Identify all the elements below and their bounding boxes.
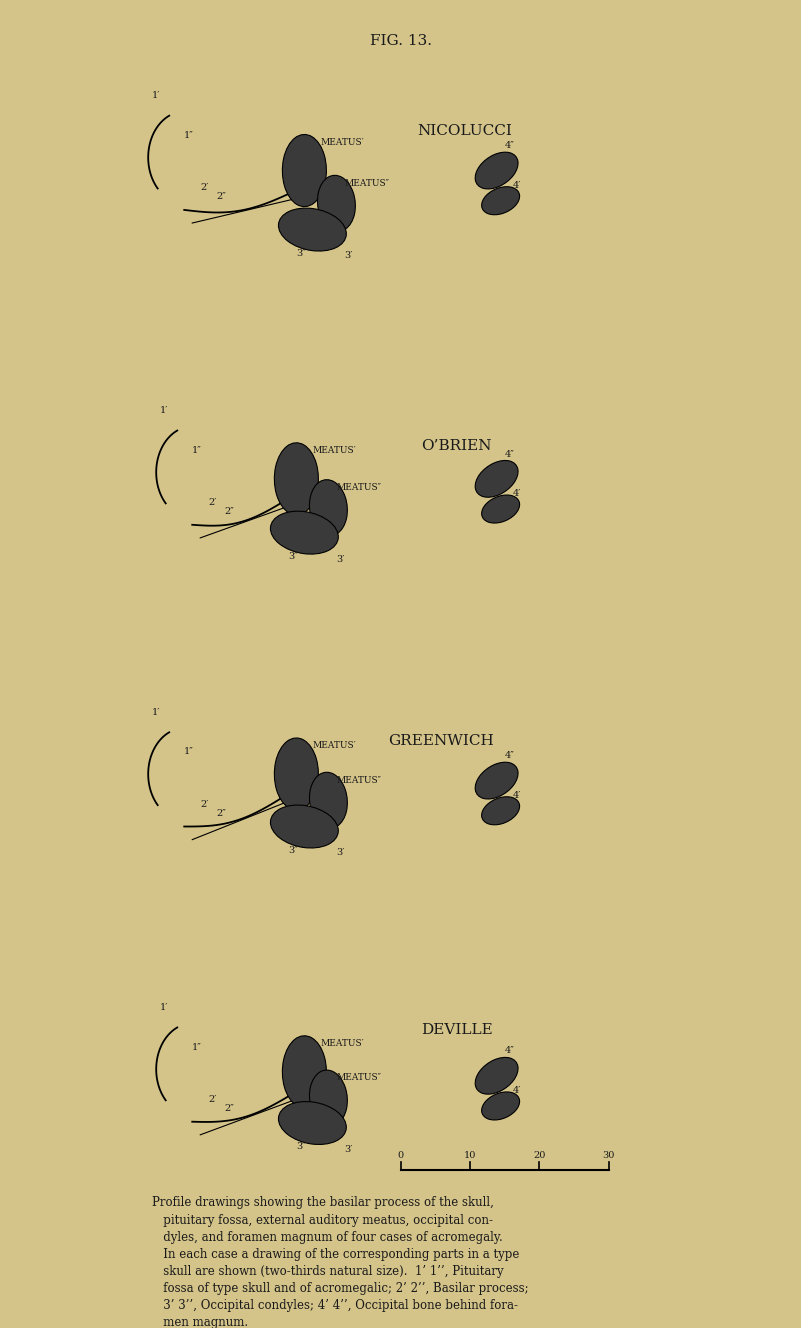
Text: 2′: 2′ bbox=[200, 183, 209, 193]
Text: 2″: 2″ bbox=[224, 1104, 234, 1113]
Text: 4″: 4″ bbox=[505, 141, 514, 150]
Text: 1′: 1′ bbox=[160, 406, 169, 416]
Text: MEATUS′: MEATUS′ bbox=[312, 741, 356, 750]
Text: 3’ 3’’, Occipital condyles; 4’ 4’’, Occipital bone behind fora-: 3’ 3’’, Occipital condyles; 4’ 4’’, Occi… bbox=[152, 1299, 518, 1312]
Ellipse shape bbox=[271, 805, 338, 849]
Text: fossa of type skull and of acromegalic; 2’ 2’’, Basilar process;: fossa of type skull and of acromegalic; … bbox=[152, 1282, 529, 1295]
Ellipse shape bbox=[481, 797, 520, 825]
Text: dyles, and foramen magnum of four cases of acromegaly.: dyles, and foramen magnum of four cases … bbox=[152, 1231, 503, 1243]
Text: 1′: 1′ bbox=[152, 708, 161, 717]
Text: 4′: 4′ bbox=[513, 181, 521, 190]
Text: MEATUS″: MEATUS″ bbox=[344, 178, 389, 187]
Text: Profile drawings showing the basilar process of the skull,: Profile drawings showing the basilar pro… bbox=[152, 1197, 494, 1210]
Text: MEATUS′: MEATUS′ bbox=[320, 138, 364, 147]
Text: 1″: 1″ bbox=[184, 748, 194, 757]
Ellipse shape bbox=[271, 511, 338, 554]
Ellipse shape bbox=[275, 738, 318, 810]
Ellipse shape bbox=[309, 1070, 348, 1126]
Text: 4″: 4″ bbox=[505, 450, 514, 458]
Ellipse shape bbox=[279, 208, 346, 251]
Ellipse shape bbox=[283, 1036, 326, 1108]
Text: 2″: 2″ bbox=[216, 193, 226, 202]
Text: 30: 30 bbox=[602, 1151, 615, 1159]
Text: 1″: 1″ bbox=[192, 446, 202, 454]
Text: 0: 0 bbox=[397, 1151, 404, 1159]
Text: 3″: 3″ bbox=[288, 552, 298, 560]
Text: 2′: 2′ bbox=[208, 1096, 217, 1104]
Text: 3′: 3′ bbox=[336, 555, 345, 563]
Text: MEATUS′: MEATUS′ bbox=[312, 446, 356, 456]
Text: pituitary fossa, external auditory meatus, occipital con-: pituitary fossa, external auditory meatu… bbox=[152, 1214, 493, 1227]
Text: 1″: 1″ bbox=[192, 1042, 202, 1052]
Text: FIG. 13.: FIG. 13. bbox=[369, 35, 432, 48]
Ellipse shape bbox=[283, 134, 326, 207]
Text: 2′: 2′ bbox=[200, 799, 209, 809]
Text: 3″: 3″ bbox=[296, 1142, 306, 1151]
Text: 1″: 1″ bbox=[184, 130, 194, 139]
Text: skull are shown (two-thirds natural size).  1’ 1’’, Pituitary: skull are shown (two-thirds natural size… bbox=[152, 1264, 504, 1278]
Text: 3″: 3″ bbox=[288, 846, 298, 855]
Text: men magnum.: men magnum. bbox=[152, 1316, 248, 1328]
Text: 10: 10 bbox=[464, 1151, 476, 1159]
Ellipse shape bbox=[475, 153, 518, 189]
Text: 1′: 1′ bbox=[152, 92, 161, 101]
Text: 2′: 2′ bbox=[208, 498, 217, 507]
Ellipse shape bbox=[475, 762, 518, 799]
Text: 2″: 2″ bbox=[216, 809, 226, 818]
Text: In each case a drawing of the corresponding parts in a type: In each case a drawing of the correspond… bbox=[152, 1247, 520, 1260]
Text: 4″: 4″ bbox=[505, 752, 514, 761]
Text: O’BRIEN: O’BRIEN bbox=[421, 440, 492, 453]
Text: 4′: 4′ bbox=[513, 790, 521, 799]
Ellipse shape bbox=[275, 442, 318, 515]
Text: MEATUS′: MEATUS′ bbox=[320, 1040, 364, 1048]
Text: 3″: 3″ bbox=[296, 248, 306, 258]
Ellipse shape bbox=[475, 461, 518, 497]
Text: 4′: 4′ bbox=[513, 489, 521, 498]
Ellipse shape bbox=[481, 1092, 520, 1120]
Text: NICOLUCCI: NICOLUCCI bbox=[417, 125, 512, 138]
Text: MEATUS″: MEATUS″ bbox=[336, 1073, 381, 1082]
Ellipse shape bbox=[481, 495, 520, 523]
Text: 20: 20 bbox=[533, 1151, 545, 1159]
Ellipse shape bbox=[309, 773, 348, 829]
Ellipse shape bbox=[481, 187, 520, 215]
Ellipse shape bbox=[279, 1101, 346, 1145]
Text: MEATUS″: MEATUS″ bbox=[336, 776, 381, 785]
Text: 3′: 3′ bbox=[344, 251, 353, 260]
Ellipse shape bbox=[309, 479, 348, 535]
Text: 1′: 1′ bbox=[160, 1003, 169, 1012]
Text: 3′: 3′ bbox=[344, 1145, 353, 1154]
Ellipse shape bbox=[475, 1057, 518, 1094]
Text: 2″: 2″ bbox=[224, 507, 234, 517]
Text: 4′: 4′ bbox=[513, 1086, 521, 1094]
Text: MEATUS″: MEATUS″ bbox=[336, 483, 381, 491]
Ellipse shape bbox=[317, 175, 356, 231]
Text: 4″: 4″ bbox=[505, 1046, 514, 1056]
Text: GREENWICH: GREENWICH bbox=[388, 734, 493, 748]
Text: DEVILLE: DEVILLE bbox=[421, 1023, 493, 1037]
Text: 3′: 3′ bbox=[336, 849, 345, 858]
